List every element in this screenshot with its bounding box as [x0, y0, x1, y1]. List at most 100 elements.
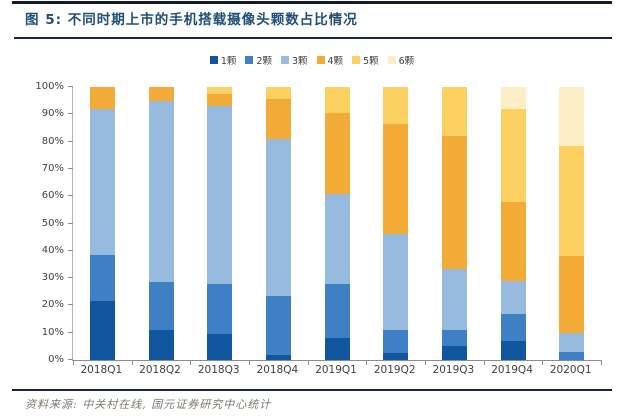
y-tick-mark	[68, 359, 73, 360]
legend-label: 3颗	[291, 56, 308, 67]
bar-segment-2019Q4-series-4	[500, 108, 526, 202]
legend-item-3: 4颗	[316, 53, 344, 67]
bar-segment-2018Q4-series-3	[265, 99, 291, 139]
legend-label: 2颗	[256, 56, 272, 67]
x-tick-label: 2019Q1	[315, 364, 357, 376]
y-tick-mark	[68, 86, 73, 87]
bar-segment-2018Q2-series-0	[148, 329, 174, 360]
bar-segment-2018Q1-series-0	[89, 301, 115, 360]
bar-2018Q3	[190, 87, 249, 360]
x-tick-mark	[366, 360, 368, 365]
legend-label: 1颗	[220, 56, 237, 67]
bottom-rule	[12, 389, 612, 391]
bar-segment-2019Q3-series-2	[441, 268, 467, 330]
y-tick-label: 90%	[41, 108, 64, 120]
x-tick-mark	[73, 360, 74, 365]
bar-segment-2019Q1-series-0	[324, 338, 350, 360]
y-tick-mark	[68, 331, 73, 333]
bar-segment-2019Q1-series-2	[324, 193, 350, 284]
y-tick-label: 30%	[41, 272, 64, 284]
bar-segment-2019Q1-series-4	[324, 87, 350, 113]
bar-2018Q2	[132, 87, 191, 360]
legend-label: 4颗	[327, 56, 344, 67]
bar-segment-2019Q4-series-1	[500, 313, 526, 341]
y-tick-label: 10%	[41, 326, 64, 338]
legend-swatch-icon	[352, 56, 361, 64]
bar-segment-2018Q1-series-1	[89, 254, 115, 302]
y-tick-label: 70%	[41, 162, 64, 174]
bar-segment-2019Q3-series-0	[441, 346, 467, 360]
legend-item-0: 1颗	[209, 53, 237, 67]
bar-segment-2018Q4-series-0	[265, 354, 291, 360]
bar-segment-2019Q3-series-1	[441, 329, 467, 347]
bar-2018Q1	[73, 87, 132, 360]
legend-item-4: 5颗	[352, 53, 379, 67]
bar-segment-2018Q2-series-1	[148, 282, 174, 330]
x-tick-mark	[131, 360, 133, 365]
x-tick-label: 2019Q4	[491, 364, 533, 376]
bar-segment-2020Q1-series-3	[559, 256, 585, 333]
bar-segment-2019Q3-series-3	[441, 136, 467, 269]
x-tick-label: 2018Q4	[256, 364, 299, 376]
bar-segment-2019Q2-series-1	[383, 329, 409, 354]
bar-segment-2018Q3-series-0	[207, 334, 233, 360]
bar-segment-2020Q1-series-1	[559, 351, 585, 360]
x-tick-mark	[190, 360, 192, 365]
y-tick-mark	[68, 140, 73, 142]
legend-item-5: 6颗	[387, 53, 414, 67]
chart-legend: 1颗 2颗 3颗 4颗 5颗 6颗	[0, 53, 624, 67]
x-tick-label: 2018Q2	[139, 364, 181, 376]
x-tick-mark	[483, 360, 485, 365]
x-tick-label: 2019Q2	[373, 364, 416, 376]
y-tick-mark	[68, 167, 73, 169]
bar-segment-2019Q1-series-3	[324, 112, 350, 194]
source-note: 资料来源: 中关村在线, 国元证券研究中心统计	[25, 398, 272, 411]
bar-segment-2019Q4-series-5	[500, 87, 526, 109]
bar-segment-2019Q2-series-2	[383, 234, 409, 330]
bar-2019Q3	[425, 87, 484, 360]
bar-segment-2020Q1-series-5	[559, 87, 585, 146]
bar-segment-2018Q2-series-2	[148, 100, 174, 283]
bar-segment-2018Q3-series-3	[207, 93, 233, 107]
bar-segment-2018Q1-series-2	[89, 108, 115, 255]
bar-segment-2018Q4-series-2	[265, 138, 291, 296]
y-tick-mark	[68, 113, 73, 115]
y-tick-mark	[68, 195, 73, 197]
x-tick-label: 2018Q1	[80, 364, 123, 376]
y-tick-label: 100%	[35, 81, 64, 92]
x-axis-labels: 2018Q1 2018Q2 2018Q3 2018Q4 2019Q1 2019Q2 2019…	[72, 364, 600, 376]
y-tick-label: 80%	[41, 135, 64, 147]
bar-segment-2020Q1-series-2	[559, 332, 585, 352]
bar-segment-2018Q2-series-3	[148, 87, 174, 101]
x-tick-label: 2019Q3	[432, 364, 475, 376]
y-axis-labels: 0% 10% 20% 30% 40% 50% 60% 70% 80% 90% 100%	[0, 81, 64, 365]
x-tick-label: 2018Q3	[197, 364, 240, 376]
bar-segment-2019Q2-series-0	[383, 353, 409, 360]
bar-segment-2018Q3-series-1	[207, 283, 233, 335]
legend-swatch-icon	[316, 56, 325, 64]
figure-title: 图 5: 不同时期上市的手机搭载摄像头颗数占比情况	[25, 12, 358, 28]
x-tick-mark	[249, 360, 250, 365]
x-tick-label: 2020Q1	[549, 364, 592, 376]
y-tick-label: 0%	[48, 354, 64, 365]
y-tick-mark	[68, 304, 73, 306]
bar-segment-2019Q2-series-4	[383, 87, 409, 124]
y-tick-label: 50%	[41, 217, 64, 229]
x-tick-mark	[307, 360, 309, 365]
legend-swatch-icon	[245, 56, 254, 64]
bar-segment-2018Q4-series-4	[265, 87, 291, 100]
bar-2018Q4	[249, 87, 308, 360]
legend-swatch-icon	[387, 56, 396, 64]
x-tick-mark	[601, 360, 602, 365]
bar-segment-2019Q4-series-3	[500, 201, 526, 281]
bar-segment-2019Q4-series-2	[500, 280, 526, 314]
y-tick-label: 40%	[41, 244, 64, 256]
legend-swatch-icon	[209, 56, 218, 64]
bar-segment-2018Q4-series-1	[265, 295, 291, 355]
legend-item-1: 2颗	[245, 53, 272, 67]
x-tick-mark	[542, 360, 544, 365]
bar-segment-2019Q4-series-0	[500, 340, 526, 360]
y-tick-mark	[68, 277, 73, 279]
bar-segment-2018Q3-series-2	[207, 106, 233, 284]
